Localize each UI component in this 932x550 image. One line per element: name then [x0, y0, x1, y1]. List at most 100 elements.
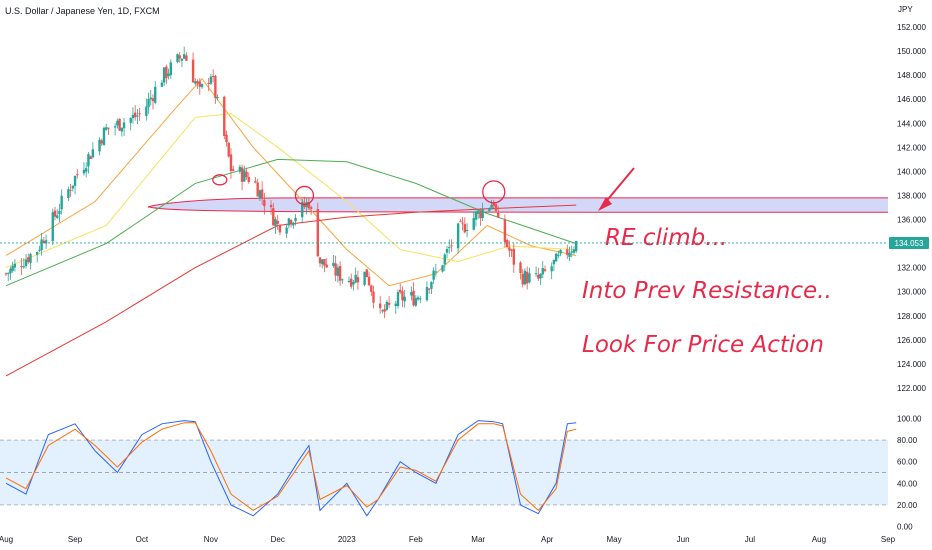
price-tick-label: 150.000 [897, 47, 926, 56]
highlight-circle [482, 180, 506, 204]
candle-body [91, 149, 95, 158]
candle-body [138, 113, 141, 115]
candle-body [185, 55, 188, 61]
candle-body [227, 142, 230, 157]
candle-body [566, 249, 569, 255]
candle-body [537, 274, 540, 279]
candle-body [450, 245, 453, 247]
highlight-circle [212, 174, 228, 186]
candle-body [488, 208, 491, 211]
candle-body [510, 249, 513, 251]
candle-body [180, 58, 184, 61]
candle-body [198, 81, 201, 87]
candle-body [29, 253, 32, 263]
stoch-d-line [5, 422, 577, 512]
price-axis[interactable]: 122.000 124.000 126.000 128.000 130.000 132.0… [897, 23, 926, 393]
candle-body [318, 257, 322, 264]
candle-body [274, 219, 277, 226]
last-price-tag [889, 236, 929, 249]
stoch-tick-label: 100.00 [897, 414, 922, 423]
candle-body [463, 224, 467, 233]
candle-body [122, 122, 126, 129]
candle-body [543, 269, 547, 271]
candle-body [354, 274, 357, 283]
candle-body [301, 202, 304, 218]
candle-body [427, 288, 431, 290]
candle-body [372, 291, 375, 303]
candle-body [231, 169, 235, 171]
candle-body [13, 263, 17, 268]
candle-body [151, 98, 155, 102]
candle-body [285, 227, 288, 234]
candle-body [58, 211, 61, 215]
candle-body [247, 177, 250, 182]
stoch-tick-label: 0.00 [897, 523, 913, 532]
price-tick-label: 142.000 [897, 143, 926, 152]
candle-body [20, 266, 23, 268]
candle-body [35, 252, 39, 255]
candle-body [196, 81, 199, 84]
candle-body [160, 82, 164, 87]
candle-body [113, 126, 117, 128]
candle-body [216, 97, 219, 99]
candle-body [116, 120, 119, 126]
candle-body [9, 268, 12, 274]
time-tick-label: Dec [271, 535, 285, 544]
time-axis[interactable]: Aug Sep Oct Nov Dec 2023 Feb Mar Apr May Jun Jul Aug… [0, 535, 896, 544]
candle-body [38, 249, 41, 251]
candle-body [229, 154, 233, 172]
candle-body [272, 208, 275, 226]
candle-body [209, 76, 213, 84]
candle-body [67, 189, 70, 198]
time-tick-label: May [606, 535, 621, 544]
candle-body [445, 249, 449, 253]
candle-body [443, 254, 446, 265]
candle-body [167, 73, 170, 77]
stochastic-axis[interactable]: 0.00 20.00 40.00 60.00 80.00 100.00 [897, 414, 922, 531]
candle-body [474, 211, 478, 220]
time-tick-label: Oct [136, 535, 149, 544]
candle-body [316, 209, 320, 257]
candle-body [200, 84, 204, 88]
candle-body [225, 134, 228, 143]
candle-body [107, 127, 110, 129]
candle-body [323, 259, 326, 266]
candle-body [554, 253, 558, 262]
candle-body [98, 139, 101, 152]
stoch-tick-label: 60.00 [897, 458, 918, 467]
candle-body [416, 297, 420, 300]
chart-title: U.S. Dollar / Japanese Yen, 1D, FXCM [5, 6, 160, 16]
candle-body [492, 202, 495, 207]
candle-body [245, 171, 248, 178]
candle-body [503, 219, 507, 243]
stoch-tick-label: 40.00 [897, 479, 918, 488]
candle-body [519, 262, 522, 274]
price-tick-label: 124.000 [897, 360, 926, 369]
candle-body [552, 259, 556, 265]
price-tick-label: 148.000 [897, 71, 926, 80]
candle-body [145, 106, 148, 116]
time-tick-label: Feb [409, 535, 423, 544]
candle-body [399, 289, 402, 293]
candle-body [497, 212, 500, 218]
candle-body [307, 201, 311, 209]
candle-body [118, 118, 121, 131]
candle-body [370, 285, 373, 292]
price-tick-label: 122.000 [897, 384, 926, 393]
candle-body [365, 269, 369, 278]
candle-body [129, 118, 132, 123]
candle-body [178, 55, 181, 59]
candle-body [523, 270, 527, 285]
currency-label: JPY [898, 5, 913, 14]
price-tick-label: 152.000 [897, 23, 926, 32]
candle-body [240, 167, 244, 182]
candle-body [383, 309, 386, 312]
candle-body [182, 54, 186, 59]
candle-body [419, 298, 422, 300]
candle-body [539, 273, 542, 279]
candle-body [84, 168, 88, 172]
ma-fast-line [5, 78, 577, 287]
candle-body [570, 251, 573, 253]
candle-body [76, 174, 79, 176]
